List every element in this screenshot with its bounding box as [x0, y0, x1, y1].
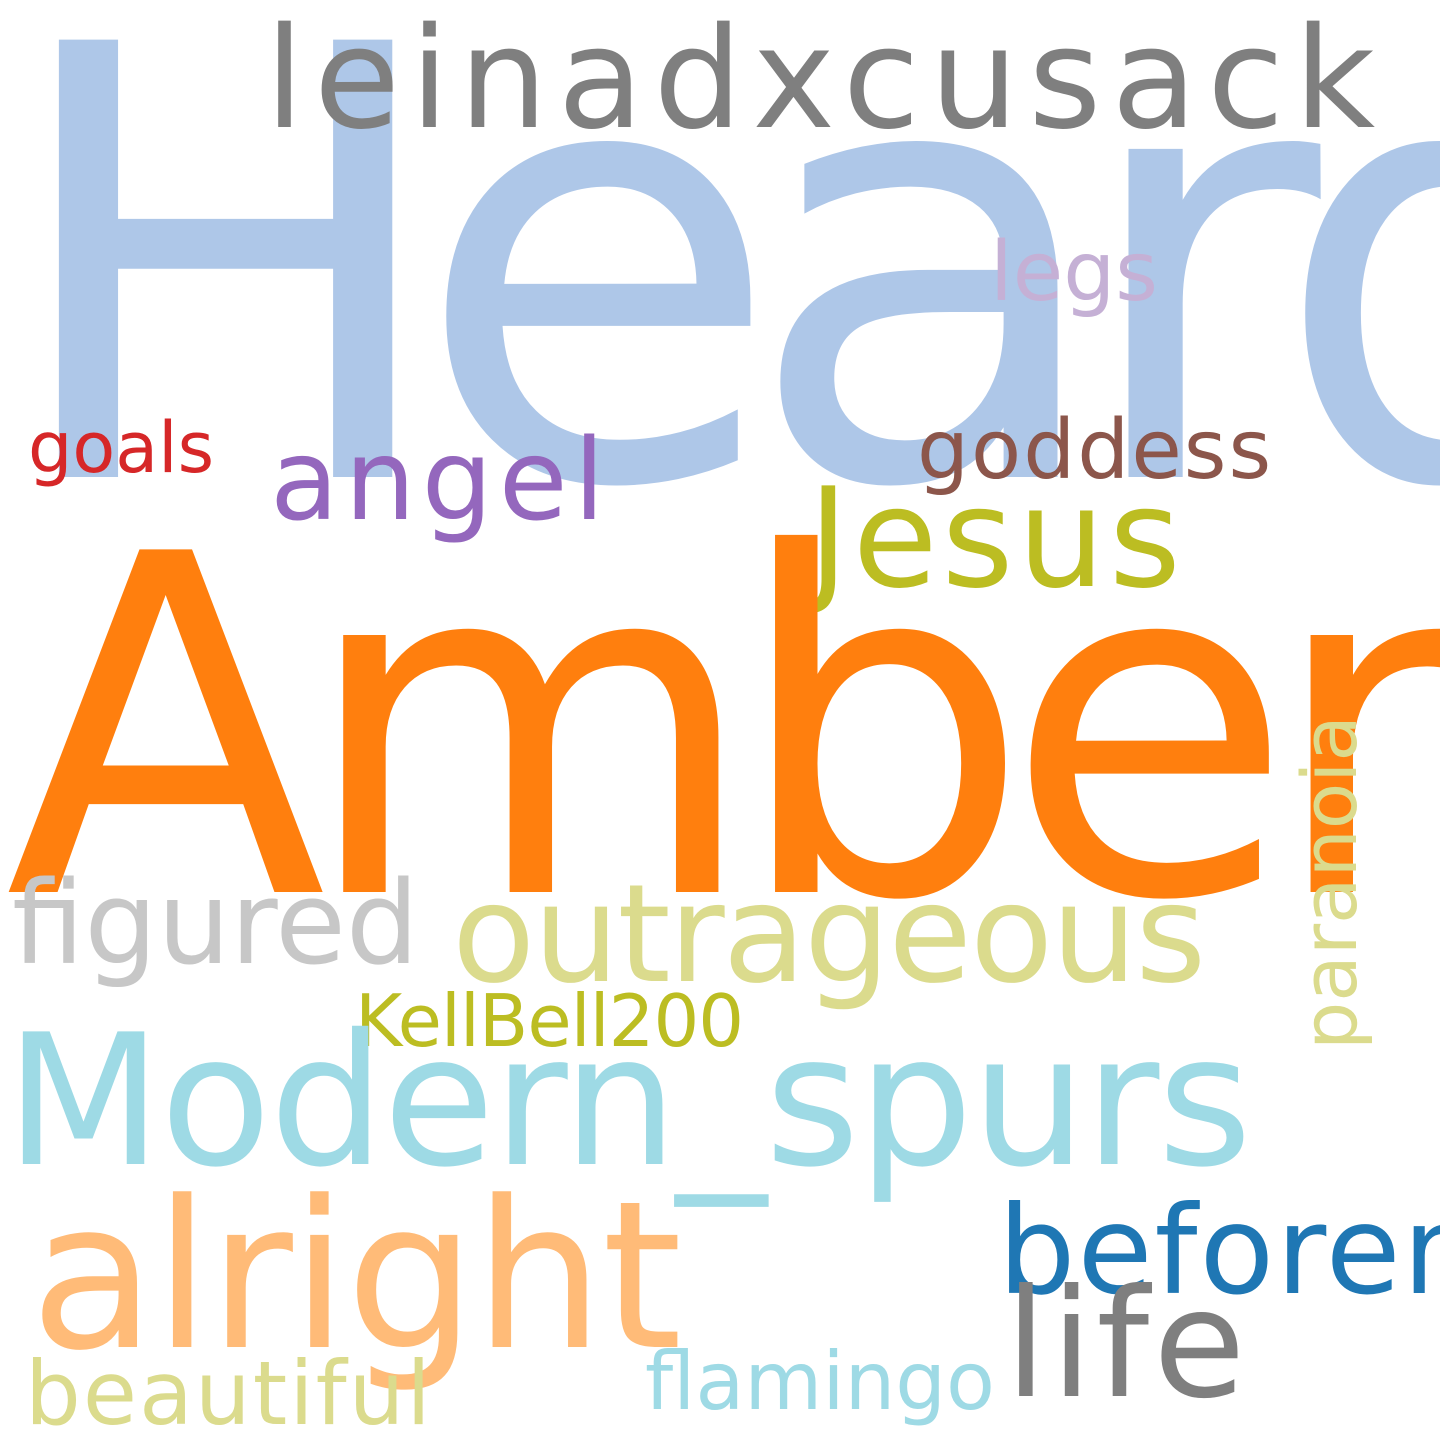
word-life: life [1005, 1270, 1249, 1420]
word-figured: figured [12, 867, 419, 982]
word-paranoia: paranoia [1292, 715, 1368, 1050]
word-flamingo: flamingo [645, 1342, 995, 1422]
word-leinadxcusack: leinadxcusack [265, 10, 1385, 150]
word-legs: legs [990, 232, 1158, 314]
word-beautiful: beautiful [25, 1350, 433, 1438]
